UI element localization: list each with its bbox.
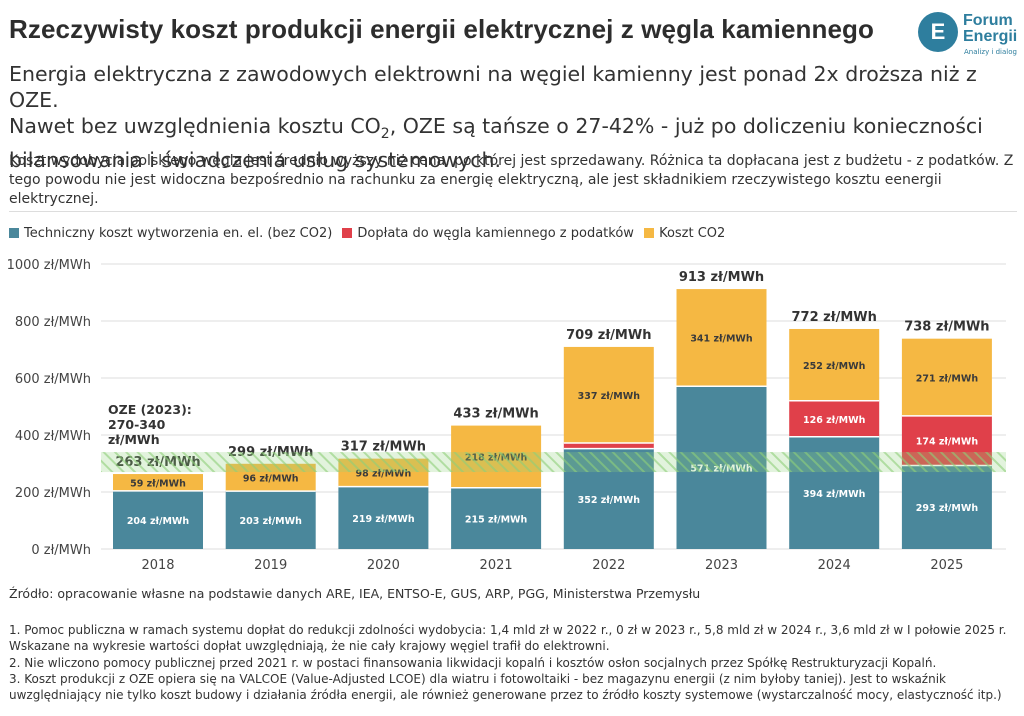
bar-segment [225, 491, 316, 549]
data-label: 219 zł/MWh [352, 514, 415, 525]
total-label: 913 zł/MWh [679, 270, 764, 285]
source-note: Źródło: opracowanie własne na podstawie … [9, 586, 701, 601]
bar-segment [338, 486, 429, 549]
footnote-line: uwzględniający nie tylko koszt budowy i … [9, 688, 1002, 703]
data-label: 252 zł/MWh [803, 361, 866, 372]
data-label: 203 zł/MWh [240, 516, 303, 527]
x-tick-label: 2020 [367, 558, 400, 573]
legend-item-co2: Koszt CO2 [644, 226, 725, 241]
logo-mark-icon: E [918, 12, 958, 52]
legend-item-subsidy: Dopłata do węgla kamiennego z podatków [342, 226, 634, 241]
bar-segment [113, 474, 203, 491]
data-label: 59 zł/MWh [130, 478, 186, 489]
bar-segment [563, 346, 654, 443]
total-label: 772 zł/MWh [792, 310, 877, 325]
page-title: Rzeczywisty koszt produkcji energii elek… [9, 14, 874, 44]
bar-segment [113, 490, 203, 549]
legend-swatch [644, 228, 655, 238]
legend-swatch [9, 228, 19, 238]
y-tick-label: 200 zł/MWh [15, 486, 91, 501]
total-label: 709 zł/MWh [566, 328, 651, 343]
x-tick-label: 2024 [818, 558, 851, 573]
data-label: 98 zł/MWh [356, 469, 412, 480]
bar-segment [451, 487, 542, 549]
logo-name: Forum Energii [963, 12, 1018, 45]
oze-band-label: 270-340 [108, 417, 166, 432]
legend-swatch [342, 228, 353, 238]
total-label: 317 zł/MWh [341, 440, 426, 455]
y-tick-label: 600 zł/MWh [15, 372, 91, 387]
footnote-line: 3. Koszt produkcji z OZE opiera się na V… [9, 671, 946, 686]
bar-segment [563, 442, 654, 449]
data-label: 96 zł/MWh [243, 473, 299, 484]
bar-segment [789, 400, 880, 437]
data-label: 352 zł/MWh [578, 495, 641, 506]
oze-band-label: OZE (2023): [108, 402, 192, 417]
total-label: 433 zł/MWh [453, 407, 538, 422]
data-label: 271 zł/MWh [916, 373, 979, 384]
data-label: 293 zł/MWh [916, 503, 979, 514]
y-tick-label: 800 zł/MWh [15, 315, 91, 330]
logo-tagline: Analizy i dialog [964, 48, 1017, 56]
lead-paragraph: Koszt wydobycia polskiego węgla jest śre… [9, 153, 1014, 207]
data-label: 174 zł/MWh [916, 437, 979, 448]
divider [9, 211, 1017, 212]
bar-segment [789, 328, 880, 401]
data-label: 394 zł/MWh [803, 489, 866, 500]
footnote-line: 2. Nie wliczono pomocy publicznej przed … [9, 655, 937, 670]
legend-item-technical: Techniczny koszt wytworzenia en. el. (be… [9, 226, 332, 241]
total-label: 738 zł/MWh [904, 320, 989, 335]
data-label: 337 zł/MWh [578, 391, 641, 402]
stacked-bar-chart: 0 zł/MWh 200 zł/MWh 400 zł/MWh 600 zł/MWh 80… [7, 258, 1006, 573]
x-tick-label: 2018 [141, 558, 174, 573]
footnotes: 1. Pomoc publiczna w ramach systemu dopł… [9, 622, 1021, 703]
x-tick-label: 2023 [705, 558, 738, 573]
chart-legend: Techniczny koszt wytworzenia en. el. (be… [9, 226, 731, 241]
bar-segment [901, 338, 992, 416]
data-label: 204 zł/MWh [127, 516, 190, 527]
x-tick-label: 2022 [592, 558, 625, 573]
data-label: 215 zł/MWh [465, 514, 528, 525]
y-tick-label: 1000 zł/MWh [7, 258, 91, 273]
bar-segment [901, 465, 992, 549]
y-tick-label: 0 zł/MWh [31, 543, 91, 558]
x-tick-label: 2021 [480, 558, 513, 573]
x-tick-label: 2019 [254, 558, 287, 573]
data-label: 341 zł/MWh [690, 334, 753, 345]
footnote-line: Wskazane na wykresie wartości dopłat uwz… [9, 639, 610, 654]
oze-band-label: zł/MWh [108, 432, 160, 447]
data-label: 126 zł/MWh [803, 415, 866, 426]
footnote-line: 1. Pomoc publiczna w ramach systemu dopł… [9, 623, 1007, 637]
y-tick-label: 400 zł/MWh [15, 429, 91, 444]
bar-segment [676, 289, 767, 387]
forum-energii-logo: E Forum Energii Analizy i dialog [918, 12, 1018, 60]
oze-band [101, 452, 1006, 473]
x-tick-label: 2025 [930, 558, 963, 573]
subtitle: Energia elektryczna z zawodowych elektro… [9, 62, 983, 173]
